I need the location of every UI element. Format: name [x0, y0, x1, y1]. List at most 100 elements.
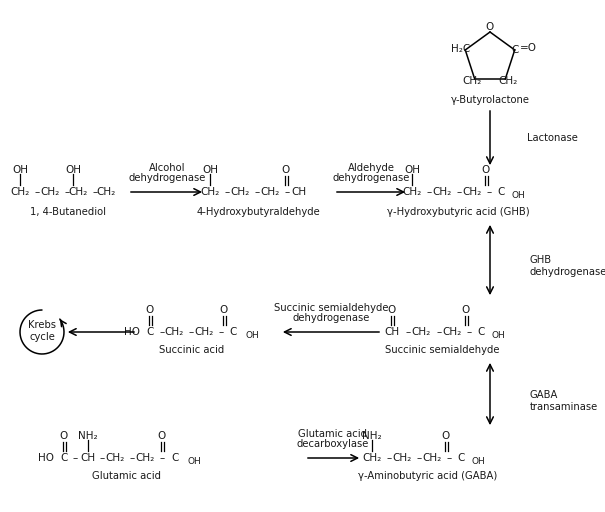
- Text: –: –: [188, 327, 194, 337]
- Text: transaminase: transaminase: [530, 402, 598, 412]
- Text: –: –: [34, 187, 39, 197]
- Text: –: –: [254, 187, 260, 197]
- Text: O: O: [442, 431, 450, 441]
- Text: H₂C: H₂C: [451, 44, 470, 54]
- Text: OH: OH: [12, 165, 28, 175]
- Text: –: –: [99, 453, 105, 463]
- Text: Alcohol: Alcohol: [149, 163, 185, 173]
- Text: Succinic acid: Succinic acid: [159, 345, 224, 355]
- Text: Succinic semialdehyde: Succinic semialdehyde: [385, 345, 499, 355]
- Text: –: –: [456, 187, 462, 197]
- Text: Aldehyde: Aldehyde: [347, 163, 394, 173]
- Text: C: C: [171, 453, 178, 463]
- Text: Lactonase: Lactonase: [527, 133, 578, 143]
- Text: NH₂: NH₂: [362, 431, 382, 441]
- Text: Glutamic acid: Glutamic acid: [93, 471, 162, 481]
- Text: CH₂: CH₂: [41, 187, 60, 197]
- Text: –: –: [129, 453, 135, 463]
- Text: O: O: [60, 431, 68, 441]
- Text: CH₂: CH₂: [105, 453, 125, 463]
- Text: OH: OH: [404, 165, 420, 175]
- Text: –: –: [436, 327, 442, 337]
- Text: –: –: [387, 453, 391, 463]
- Text: γ-Butyrolactone: γ-Butyrolactone: [451, 95, 529, 105]
- Text: –: –: [446, 453, 451, 463]
- Text: 1, 4-Butanediol: 1, 4-Butanediol: [30, 207, 106, 217]
- Text: CH₂: CH₂: [194, 327, 214, 337]
- Text: O: O: [158, 431, 166, 441]
- Text: γ-Aminobutyric acid (GABA): γ-Aminobutyric acid (GABA): [358, 471, 498, 481]
- Text: CH₂: CH₂: [362, 453, 382, 463]
- Text: Succinic semialdehyde: Succinic semialdehyde: [273, 303, 388, 313]
- Text: –: –: [159, 327, 165, 337]
- Text: –: –: [466, 327, 472, 337]
- Text: dehydrogenase: dehydrogenase: [530, 267, 605, 277]
- Text: OH: OH: [245, 331, 259, 340]
- Text: GHB: GHB: [530, 255, 552, 265]
- Text: –: –: [73, 453, 77, 463]
- Text: C: C: [457, 453, 465, 463]
- Text: OH: OH: [65, 165, 81, 175]
- Text: –: –: [64, 187, 70, 197]
- Text: CH₂: CH₂: [422, 453, 442, 463]
- Text: CH₂: CH₂: [393, 453, 411, 463]
- Text: C: C: [477, 327, 485, 337]
- Text: CH₂: CH₂: [96, 187, 116, 197]
- Text: CH₂: CH₂: [442, 327, 462, 337]
- Text: CH₂: CH₂: [200, 187, 220, 197]
- Text: GABA: GABA: [530, 390, 558, 400]
- Text: Krebs: Krebs: [28, 320, 56, 330]
- Text: NH₂: NH₂: [78, 431, 98, 441]
- Text: O: O: [486, 22, 494, 32]
- Text: –: –: [218, 327, 224, 337]
- Text: –: –: [159, 453, 165, 463]
- Text: CH₂: CH₂: [136, 453, 155, 463]
- Text: CH₂: CH₂: [68, 187, 88, 197]
- Text: HO: HO: [38, 453, 54, 463]
- Text: CH₂: CH₂: [433, 187, 451, 197]
- Text: O: O: [482, 165, 490, 175]
- Text: C: C: [511, 45, 518, 55]
- Text: OH: OH: [472, 458, 486, 466]
- Text: dehydrogenase: dehydrogenase: [292, 313, 370, 323]
- Text: C: C: [146, 327, 154, 337]
- Text: O: O: [462, 305, 470, 315]
- Text: –: –: [284, 187, 290, 197]
- Text: CH₂: CH₂: [462, 76, 482, 86]
- Text: CH₂: CH₂: [231, 187, 250, 197]
- Text: 4-Hydroxybutyraldehyde: 4-Hydroxybutyraldehyde: [196, 207, 320, 217]
- Text: dehydrogenase: dehydrogenase: [128, 173, 206, 183]
- Text: –: –: [427, 187, 431, 197]
- Text: OH: OH: [202, 165, 218, 175]
- Text: dehydrogenase: dehydrogenase: [332, 173, 410, 183]
- Text: CH₂: CH₂: [10, 187, 30, 197]
- Text: CH₂: CH₂: [402, 187, 422, 197]
- Text: CH: CH: [384, 327, 399, 337]
- Text: OH: OH: [492, 331, 506, 340]
- Text: O: O: [220, 305, 228, 315]
- Text: C: C: [497, 187, 505, 197]
- Text: O: O: [282, 165, 290, 175]
- Text: CH₂: CH₂: [165, 327, 184, 337]
- Text: Glutamic acid: Glutamic acid: [298, 429, 367, 439]
- Text: C: C: [60, 453, 68, 463]
- Text: –: –: [93, 187, 97, 197]
- Text: CH: CH: [80, 453, 96, 463]
- Text: O: O: [388, 305, 396, 315]
- Text: –: –: [486, 187, 492, 197]
- Text: –: –: [224, 187, 230, 197]
- Text: CH₂: CH₂: [462, 187, 482, 197]
- Text: CH₂: CH₂: [260, 187, 280, 197]
- Text: =O: =O: [520, 43, 537, 53]
- Text: cycle: cycle: [29, 332, 55, 342]
- Text: decarboxylase: decarboxylase: [297, 439, 369, 449]
- Text: OH: OH: [187, 458, 201, 466]
- Text: OH: OH: [512, 191, 526, 201]
- Text: C: C: [229, 327, 237, 337]
- Text: O: O: [146, 305, 154, 315]
- Text: γ-Hydroxybutyric acid (GHB): γ-Hydroxybutyric acid (GHB): [387, 207, 529, 217]
- Text: –: –: [416, 453, 422, 463]
- Text: HO: HO: [124, 327, 140, 337]
- Text: CH: CH: [292, 187, 307, 197]
- Text: CH₂: CH₂: [499, 76, 518, 86]
